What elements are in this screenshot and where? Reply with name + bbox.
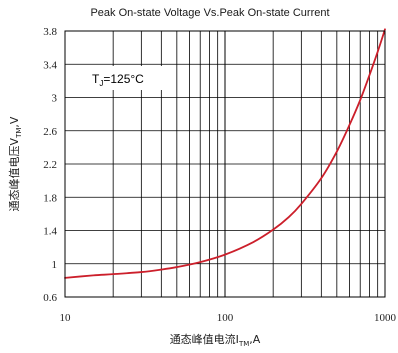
series-line bbox=[64, 28, 386, 279]
chart-title: Peak On-state Voltage Vs.Peak On-state C… bbox=[90, 7, 329, 19]
annotation: TJ=125°C bbox=[80, 66, 174, 90]
x-tick-label: 1000 bbox=[374, 312, 397, 324]
annotation-text: TJ=125°C bbox=[92, 72, 144, 88]
y-tick-label: 1 bbox=[52, 259, 58, 271]
y-tick-labels: 0.6 1 1.4 1.8 2.2 2.6 3 3.4 3.8 bbox=[43, 26, 57, 304]
plot-frame bbox=[64, 30, 386, 298]
y-tick-label: 2.2 bbox=[43, 159, 57, 171]
y-tick-label: 3.4 bbox=[43, 59, 57, 71]
annotation-sub: J bbox=[99, 79, 103, 88]
grid bbox=[65, 31, 385, 297]
x-tick-label: 10 bbox=[60, 312, 72, 324]
curve-layer bbox=[64, 28, 386, 279]
y-tick-label: 1.8 bbox=[43, 192, 57, 204]
y-tick-label: 1.4 bbox=[43, 226, 57, 238]
x-axis-label-tail: ,A bbox=[249, 333, 260, 346]
annotation-background bbox=[80, 66, 174, 90]
x-tick-label: 100 bbox=[217, 312, 234, 324]
annotation-main: T bbox=[92, 72, 100, 86]
y-axis-label: 通态峰值电压VTM,V bbox=[8, 116, 23, 211]
y-tick-label: 2.6 bbox=[43, 126, 57, 138]
annotation-tail: =125°C bbox=[103, 72, 144, 86]
y-axis-label-sub: TM bbox=[15, 128, 23, 139]
y-axis-label-tail: ,V bbox=[8, 116, 21, 127]
y-axis-label-main: 通态峰值电压V bbox=[8, 137, 21, 211]
x-tick-labels: 10 100 1000 bbox=[60, 312, 397, 324]
y-tick-label: 0.6 bbox=[43, 292, 57, 304]
x-axis-label-main: 通态峰值电流I bbox=[170, 332, 239, 346]
x-axis-label: 通态峰值电流ITM,A bbox=[170, 332, 261, 348]
x-axis-label-sub: TM bbox=[238, 340, 249, 348]
y-tick-label: 3 bbox=[52, 93, 58, 105]
y-tick-label: 3.8 bbox=[43, 26, 57, 38]
